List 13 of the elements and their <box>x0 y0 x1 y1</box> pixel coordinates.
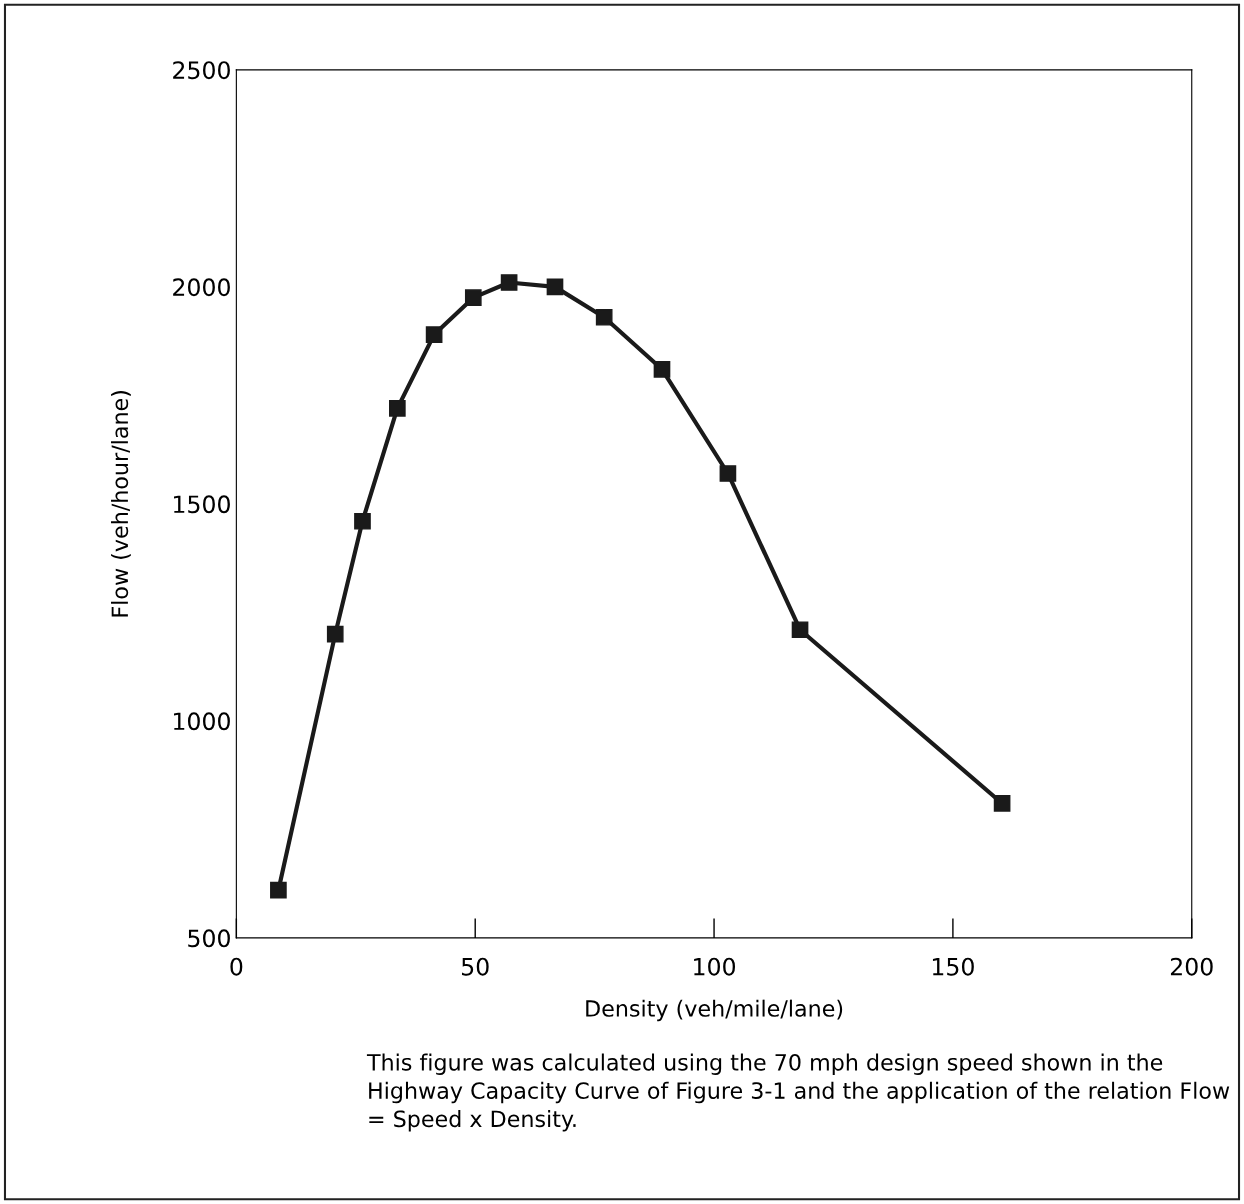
x-tick-label: 200 <box>1170 957 1213 976</box>
x-tick-label: 50 <box>462 957 489 976</box>
y-tick-label: 2500 <box>173 61 230 80</box>
y-tick-label: 2000 <box>173 278 230 297</box>
x-tick-label: 150 <box>932 957 974 976</box>
text: This figure was calculated using the 70 mph design speed shown in the Highway Capacity Curve of Figure 3-1 and the application of the relation Flow = Speed x Density. <box>366 1053 1230 1132</box>
x-axis-title: Density (veh/mile/lane) <box>586 999 843 1022</box>
y-tick-label: 1500 <box>174 495 230 514</box>
x-tick-label: 100 <box>694 957 736 976</box>
x-tick-label: 0 <box>230 957 243 976</box>
y-axis-title: Flow (veh/hour/lane) <box>111 391 131 617</box>
y-tick-label: 1000 <box>174 712 230 731</box>
y-tick-label: 500 <box>188 929 230 948</box>
